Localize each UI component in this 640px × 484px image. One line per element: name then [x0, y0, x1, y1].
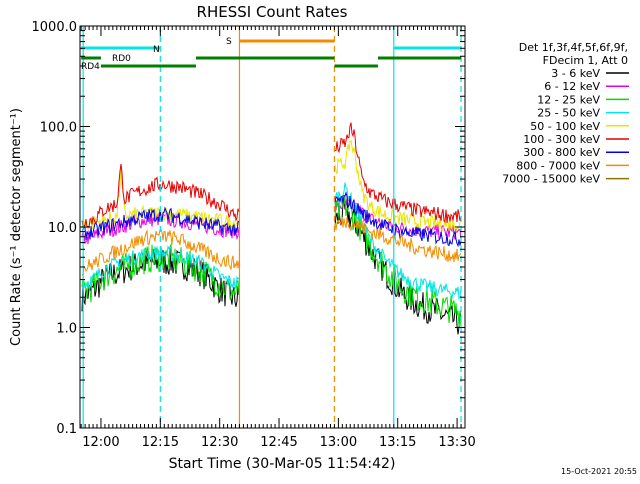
plot-area: RD0 RD4 N S: [81, 26, 462, 428]
y-axis-label: Count Rate (s⁻¹ detector segment⁻¹): [9, 108, 24, 346]
legend-label-300-800-kev: 300 - 800 keV: [523, 146, 600, 159]
plot-frame: [79, 25, 466, 429]
state-bar-label-rd0: RD0: [112, 54, 131, 64]
legend-header-1: FDecim 1, Att 0: [543, 54, 628, 67]
legend-label-6-12-kev: 6 - 12 keV: [544, 80, 600, 93]
state-bar-label-s: S: [226, 37, 232, 47]
x-tick-label-4: 13:00: [320, 435, 357, 450]
chart-title: RHESSI Count Rates: [197, 3, 348, 21]
state-bar-label-rd4: RD4: [81, 62, 100, 72]
legend-label-800-7000-kev: 800 - 7000 keV: [516, 159, 600, 172]
series-line-300-800-kev: [81, 191, 462, 248]
x-tick-label-6: 13:30: [438, 435, 475, 450]
x-tick-label-3: 12:45: [260, 435, 297, 450]
axes: 0.1 1.0 10.0 100.0 1000.0 12:00 12:15 12:30 12:4…: [32, 20, 476, 450]
x-tick-label-5: 13:15: [379, 435, 416, 450]
legend-label-50-100-kev: 50 - 100 keV: [530, 120, 600, 133]
y-tick-label-3: 100.0: [40, 121, 77, 136]
y-tick-label-1: 1.0: [56, 322, 77, 337]
legend-label-3-6-kev: 3 - 6 keV: [551, 67, 600, 80]
legend-label-7000-15000-kev: 7000 - 15000 keV: [502, 173, 600, 186]
x-axis-label: Start Time (30-Mar-05 11:54:42): [169, 456, 396, 472]
state-bar-label-n: N: [153, 45, 160, 55]
x-tick-label-1: 12:15: [142, 435, 179, 450]
legend-header-0: Det 1f,3f,4f,5f,6f,9f,: [519, 41, 628, 54]
y-tick-label-0: 0.1: [56, 422, 77, 437]
legend: Det 1f,3f,4f,5f,6f,9f,FDecim 1, Att 03 -…: [502, 41, 629, 186]
y-tick-label-2: 10.0: [48, 221, 77, 236]
x-tick-label-0: 12:00: [82, 435, 119, 450]
legend-label-12-25-kev: 12 - 25 keV: [537, 93, 600, 106]
legend-label-25-50-kev: 25 - 50 keV: [537, 107, 600, 120]
y-tick-label-4: 1000.0: [32, 20, 78, 35]
legend-label-100-300-kev: 100 - 300 keV: [523, 133, 600, 146]
timestamp-label: 15-Oct-2021 20:55: [561, 467, 637, 476]
series-line-25-50-kev: [82, 182, 462, 300]
x-tick-label-2: 12:30: [201, 435, 238, 450]
